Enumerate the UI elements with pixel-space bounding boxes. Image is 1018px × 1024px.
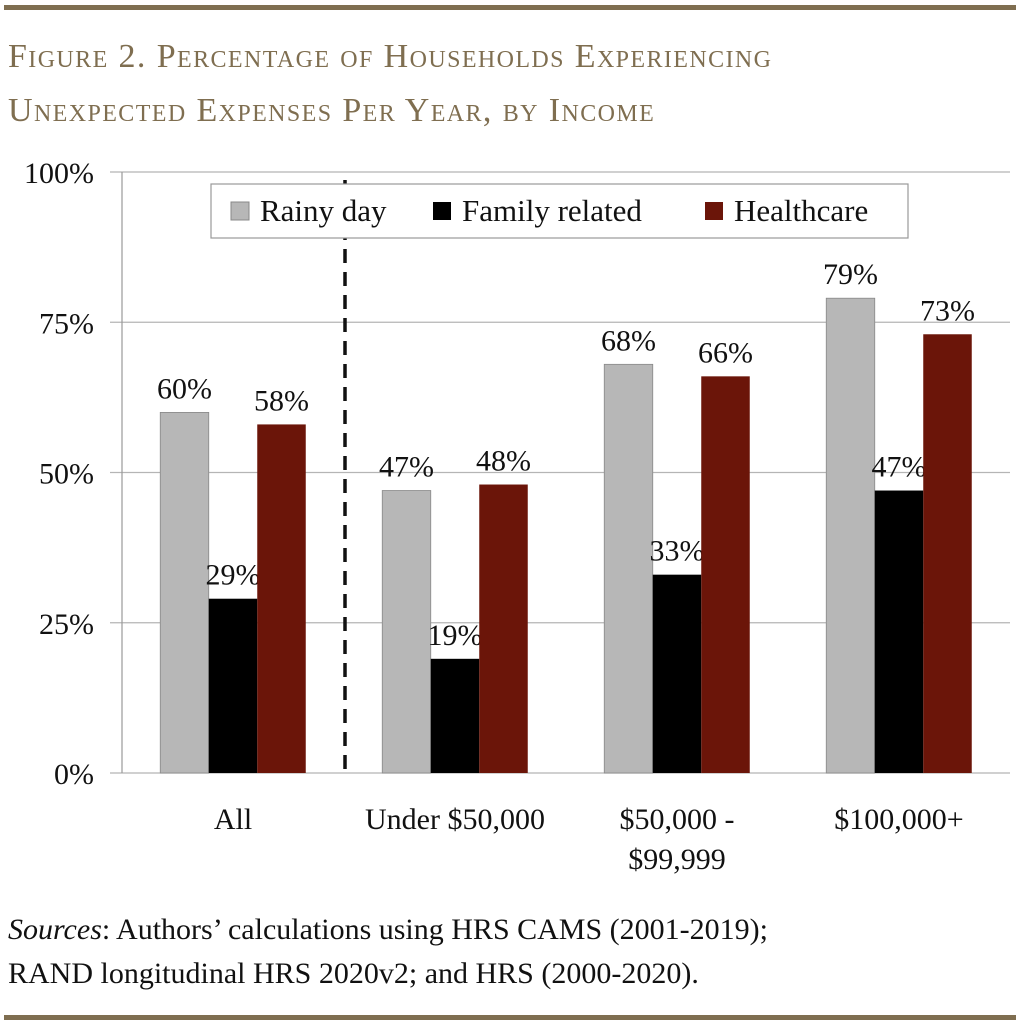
y-tick-label: 50% (39, 458, 94, 491)
bar-family-related (430, 658, 480, 773)
bar-rainy-day (159, 411, 210, 774)
bar-family-related (874, 490, 924, 773)
source-label: Sources (8, 913, 102, 946)
x-tick-label: $99,999 (628, 843, 726, 876)
data-label: 68% (601, 324, 656, 357)
x-tick-label: $50,000 - (620, 803, 735, 836)
y-tick-label: 25% (39, 608, 94, 641)
source-text-1: : Authors’ calculations using HRS CAMS (… (101, 913, 768, 946)
source-text-2: RAND longitudinal HRS 2020v2; and HRS (2… (8, 957, 699, 990)
title-line-2: Unexpected Expenses Per Year, by Income (8, 92, 656, 129)
chart-title: Figure 2. Percentage of Households Exper… (8, 30, 1013, 138)
legend-swatch (230, 201, 250, 221)
x-tick-label: Under $50,000 (365, 803, 545, 836)
legend-label: Healthcare (734, 193, 868, 228)
data-label: 29% (206, 559, 261, 592)
legend-label: Family related (462, 193, 642, 228)
bar-healthcare (701, 376, 750, 773)
legend-swatch (705, 202, 723, 220)
data-label: 66% (698, 336, 753, 369)
title-line-1: Figure 2. Percentage of Households Exper… (8, 38, 773, 75)
data-label: 47% (379, 451, 434, 484)
legend-label: Rainy day (260, 193, 387, 228)
data-label: 60% (157, 372, 212, 405)
bar-rainy-day (381, 490, 432, 774)
y-tick-label: 0% (54, 758, 94, 791)
bar-healthcare (479, 484, 528, 773)
top-rule (4, 5, 1016, 10)
data-label: 58% (254, 384, 309, 417)
source-note: Sources: Authors’ calculations using HRS… (8, 908, 768, 996)
bar-healthcare (257, 424, 306, 773)
bar-family-related (652, 574, 702, 773)
data-label: 19% (428, 619, 483, 652)
data-label: 47% (872, 451, 927, 484)
data-label: 73% (920, 294, 975, 327)
y-tick-label: 100% (24, 157, 94, 190)
bar-rainy-day (825, 297, 876, 774)
data-label: 79% (823, 258, 878, 291)
legend (210, 183, 909, 239)
bar-rainy-day (603, 363, 654, 774)
legend-swatch (433, 202, 451, 220)
bar-healthcare (923, 334, 972, 773)
y-tick-label: 75% (39, 307, 94, 340)
x-tick-label: All (214, 803, 252, 836)
bar-family-related (208, 598, 258, 773)
data-label: 48% (476, 445, 531, 478)
data-label: 33% (650, 535, 705, 568)
x-tick-label: $100,000+ (834, 803, 963, 836)
bottom-rule (4, 1015, 1016, 1020)
